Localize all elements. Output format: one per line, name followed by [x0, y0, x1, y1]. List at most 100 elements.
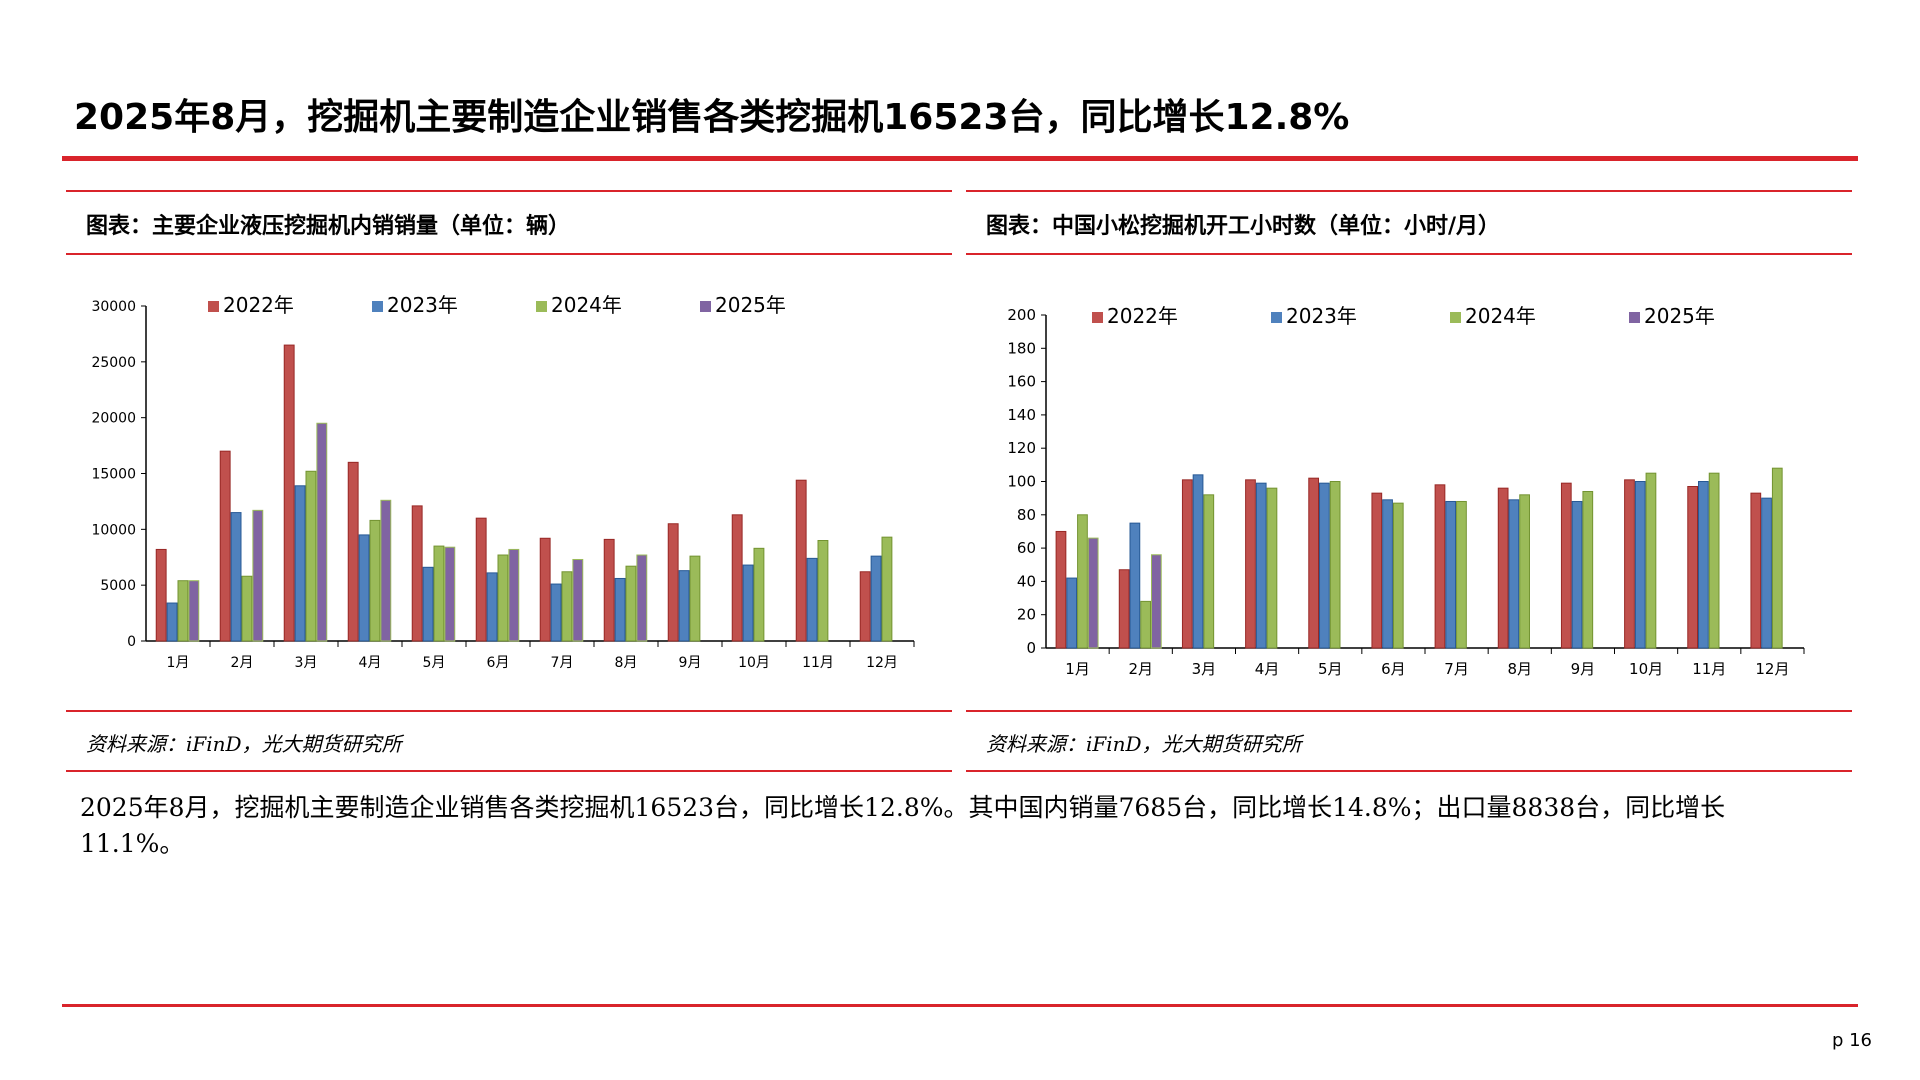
y-tick-label: 30000	[91, 299, 136, 315]
bar-2022年-9月	[667, 523, 679, 642]
y-tick-label: 160	[1007, 373, 1036, 391]
left-chart-title: 图表：主要企业液压挖掘机内销销量（单位：辆）	[86, 214, 571, 239]
bar-2023年-5月	[422, 566, 434, 642]
legend-swatch-2024年	[1450, 312, 1461, 323]
y-tick-label: 0	[127, 634, 136, 650]
x-tick-label: 10月	[1629, 660, 1663, 678]
footer-rule	[62, 1004, 1858, 1007]
right-panel-title-rule	[966, 253, 1852, 255]
bar-2024年-11月	[817, 540, 829, 642]
right-bar-chart: 0 20 40 60 80 100 120 140 160 180 200 1月 2月 3月 4月 5月 6月 7…	[1007, 304, 1805, 678]
legend-label-2022年: 2022年	[223, 293, 294, 317]
bar-2022年-7月	[539, 537, 551, 642]
legend-label-2023年: 2023年	[1286, 304, 1357, 328]
bar-2024年-9月	[1582, 490, 1594, 649]
left-bar-chart: 0 5000 10000 15000 20000 25000 30000 1月 2月 3月 4月 5月…	[91, 293, 915, 671]
bar-2023年-2月	[1129, 522, 1141, 649]
page-title: 2025年8月，挖掘机主要制造企业销售各类挖掘机16523台，同比增长12.8%	[74, 97, 1350, 138]
x-tick-label: 7月	[1444, 660, 1469, 678]
x-tick-label: 4月	[359, 655, 382, 671]
bar-2023年-10月	[1634, 481, 1646, 649]
bar-2024年-4月	[1266, 487, 1278, 649]
bar-2023年-9月	[678, 570, 690, 642]
bar-2022年-8月	[603, 538, 615, 642]
bar-2022年-7月	[1434, 484, 1446, 649]
bar-2023年-12月	[870, 555, 882, 642]
left-panel-title-rule	[66, 253, 952, 255]
y-tick-label: 10000	[91, 522, 136, 538]
bar-2022年-8月	[1497, 487, 1509, 649]
bar-2024年-3月	[1203, 494, 1215, 649]
legend-label-2024年: 2024年	[1465, 304, 1536, 328]
bar-2022年-9月	[1560, 482, 1572, 649]
bar-2025年-6月	[508, 548, 520, 642]
x-tick-label: 6月	[1381, 660, 1406, 678]
legend-label-2025年: 2025年	[1644, 304, 1715, 328]
bar-2024年-4月	[369, 519, 381, 642]
x-tick-label: 8月	[615, 655, 638, 671]
bar-2023年-6月	[486, 572, 498, 642]
x-tick-label: 11月	[802, 655, 834, 671]
x-tick-label: 1月	[167, 655, 190, 671]
bar-2022年-4月	[347, 461, 359, 642]
bar-2024年-8月	[1519, 494, 1530, 649]
bar-2022年-6月	[1371, 492, 1383, 649]
bar-2023年-3月	[294, 485, 306, 642]
y-tick-label: 100	[1007, 473, 1036, 491]
legend-swatch-2023年	[372, 301, 383, 312]
bar-2022年-3月	[283, 344, 295, 642]
bar-2024年-8月	[625, 565, 637, 642]
bar-2022年-6月	[475, 517, 487, 642]
bar-2024年-11月	[1708, 472, 1720, 649]
legend-swatch-2025年	[1629, 312, 1640, 323]
bar-2023年-4月	[1255, 482, 1267, 649]
legend-label-2024年: 2024年	[551, 293, 622, 317]
bar-2025年-2月	[1150, 554, 1162, 649]
bar-2025年-1月	[188, 580, 200, 642]
legend-swatch-2025年	[700, 301, 711, 312]
x-tick-label: 12月	[1755, 660, 1789, 678]
x-tick-label: 9月	[679, 655, 702, 671]
bar-2024年-10月	[1645, 472, 1657, 649]
bar-2024年-2月	[1140, 600, 1151, 649]
y-tick-label: 20	[1017, 606, 1036, 624]
x-tick-label: 3月	[295, 655, 318, 671]
bar-2023年-4月	[358, 534, 370, 642]
x-tick-label: 4月	[1255, 660, 1280, 678]
bar-2023年-5月	[1319, 482, 1330, 649]
x-tick-label: 8月	[1507, 660, 1532, 678]
legend-swatch-2024年	[536, 301, 547, 312]
legend-swatch-2023年	[1271, 312, 1282, 323]
summary-paragraph: 2025年8月，挖掘机主要制造企业销售各类挖掘机16523台，同比增长12.8%…	[80, 793, 1726, 858]
bar-2025年-3月	[316, 422, 328, 642]
bar-2022年-2月	[219, 450, 231, 642]
bar-2024年-10月	[753, 547, 765, 642]
x-tick-label: 6月	[487, 655, 510, 671]
x-tick-label: 3月	[1192, 660, 1217, 678]
x-tick-label: 9月	[1571, 660, 1596, 678]
y-tick-label: 5000	[100, 578, 136, 594]
bar-2025年-8月	[636, 554, 648, 642]
left-panel-top-rule	[66, 190, 952, 192]
page-number: p 16	[1831, 1030, 1872, 1051]
y-tick-label: 15000	[91, 467, 136, 483]
bar-2024年-6月	[497, 554, 509, 642]
y-tick-label: 40	[1017, 572, 1036, 590]
y-tick-label: 140	[1007, 406, 1036, 424]
y-tick-label: 25000	[91, 355, 136, 371]
bar-2023年-8月	[1508, 499, 1520, 649]
bar-2022年-5月	[1308, 477, 1320, 649]
right-panel-source-rule	[966, 770, 1852, 772]
bar-2025年-1月	[1087, 537, 1099, 649]
y-tick-label: 120	[1007, 439, 1036, 457]
y-tick-label: 0	[1026, 639, 1036, 657]
bar-2025年-5月	[444, 546, 456, 642]
bar-2024年-3月	[305, 470, 317, 642]
x-tick-label: 11月	[1692, 660, 1726, 678]
bar-2022年-4月	[1245, 479, 1256, 649]
x-tick-label: 5月	[423, 655, 446, 671]
x-tick-label: 1月	[1065, 660, 1090, 678]
bar-2024年-9月	[689, 555, 701, 642]
y-tick-label: 20000	[91, 411, 136, 427]
bar-2022年-12月	[1750, 492, 1762, 649]
